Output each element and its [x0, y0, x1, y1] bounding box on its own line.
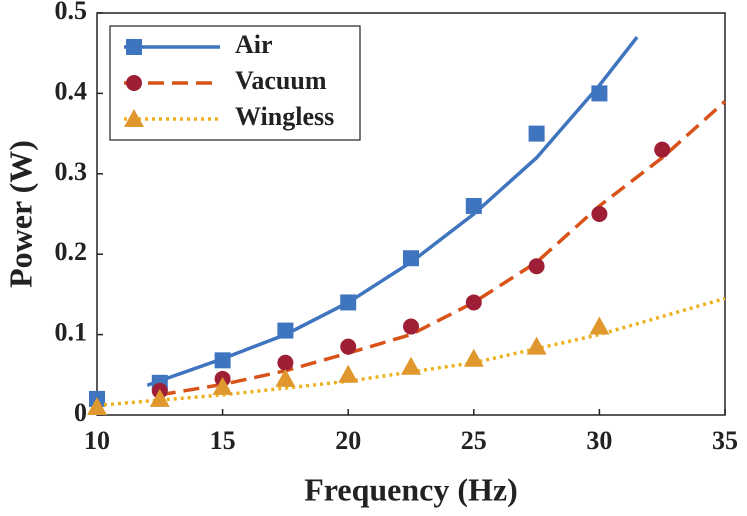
- data-point: [403, 318, 419, 335]
- data-point: [275, 368, 296, 387]
- x-tick-label: 30: [586, 426, 612, 455]
- x-tick-label: 25: [461, 426, 487, 455]
- data-point: [340, 294, 357, 311]
- legend-label: Wingless: [235, 102, 334, 131]
- fit-line: [159, 100, 727, 397]
- data-point: [463, 348, 484, 367]
- data-point: [214, 352, 231, 369]
- y-tick-label: 0.3: [55, 157, 88, 186]
- data-point: [654, 141, 671, 158]
- data-point: [589, 316, 610, 335]
- y-tick-label: 0.4: [55, 76, 88, 105]
- data-point: [465, 197, 482, 214]
- y-axis-label: Power (W): [2, 140, 38, 288]
- data-point: [528, 125, 545, 142]
- data-point: [591, 206, 608, 222]
- data-point: [87, 396, 107, 415]
- legend-marker: [126, 75, 142, 91]
- y-tick-label: 0: [74, 398, 87, 427]
- data-point: [526, 336, 547, 355]
- data-point: [528, 258, 545, 275]
- data-point: [277, 354, 294, 371]
- x-tick-label: 10: [84, 426, 110, 455]
- legend-label: Vacuum: [235, 66, 327, 95]
- x-tick-label: 20: [335, 426, 361, 455]
- legend-marker: [126, 39, 142, 55]
- x-tick-label: 15: [210, 426, 236, 455]
- data-point: [338, 364, 359, 383]
- data-point: [340, 338, 357, 355]
- data-point: [401, 356, 421, 375]
- legend-label: Air: [235, 30, 273, 59]
- legend-marker: [124, 109, 144, 127]
- y-tick-label: 0.5: [55, 0, 88, 25]
- data-point: [465, 294, 482, 311]
- data-point: [403, 250, 419, 267]
- plot-frame: [96, 12, 726, 416]
- data-point: [149, 388, 170, 407]
- x-tick-label: 35: [712, 426, 738, 455]
- y-tick-label: 0.2: [55, 237, 88, 266]
- data-point: [212, 376, 233, 395]
- data-point: [277, 322, 294, 339]
- data-point: [591, 85, 608, 102]
- y-tick-label: 0.1: [55, 318, 88, 347]
- x-axis-label: Frequency (Hz): [304, 471, 518, 507]
